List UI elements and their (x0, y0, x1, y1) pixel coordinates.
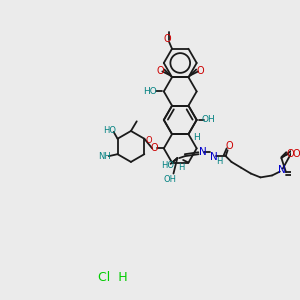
Text: O: O (293, 149, 300, 159)
Text: O: O (146, 136, 152, 145)
Text: OH: OH (201, 116, 215, 124)
Text: HO: HO (103, 125, 116, 134)
Text: N: N (278, 165, 286, 175)
Text: O: O (196, 66, 204, 76)
Text: O: O (226, 142, 233, 152)
Text: H: H (178, 163, 184, 172)
Text: H: H (216, 158, 222, 166)
Text: N: N (199, 147, 206, 157)
Text: H: H (193, 133, 200, 142)
Text: O: O (286, 149, 294, 159)
Text: N: N (210, 152, 218, 162)
Text: Cl  H: Cl H (98, 271, 127, 284)
Text: HO: HO (143, 87, 157, 96)
Text: O: O (150, 143, 158, 153)
Text: HO: HO (161, 161, 174, 170)
Text: O: O (164, 34, 171, 44)
Text: NH: NH (99, 152, 111, 160)
Text: OH: OH (163, 175, 176, 184)
Text: O: O (157, 66, 164, 76)
